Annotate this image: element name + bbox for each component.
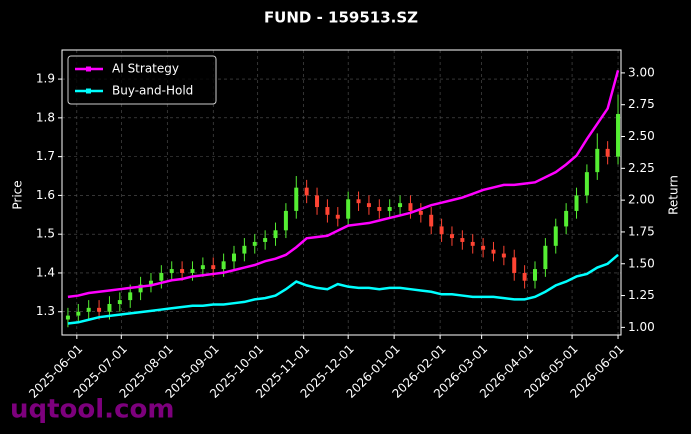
candle-body (325, 207, 330, 215)
candle-body (481, 245, 486, 250)
candle-body (283, 210, 288, 231)
candle-body (148, 280, 153, 285)
y2-tick-label: 1.75 (628, 224, 655, 238)
y2-tick-label: 2.50 (628, 129, 655, 143)
candle-body (304, 187, 309, 196)
legend: AI Strategy Buy-and-Hold (67, 55, 217, 105)
candle-body (616, 113, 621, 157)
candle-body (387, 207, 392, 211)
y-tick-label: 1.9 (36, 72, 55, 86)
legend-box (67, 55, 217, 105)
line-series (67, 70, 620, 299)
candle-body (522, 272, 527, 281)
candle-body (200, 265, 205, 270)
y2-tick-label: 3.00 (628, 65, 655, 79)
candle-body (86, 307, 91, 312)
y2-tick-label: 1.50 (628, 256, 655, 270)
y-tick-label: 1.4 (36, 265, 55, 279)
candle-body (449, 234, 454, 239)
legend-label: AI Strategy (112, 62, 179, 76)
candle-body (564, 210, 569, 227)
y2-tick-label: 1.25 (628, 288, 655, 302)
candle-body (221, 261, 226, 270)
candle-body (273, 230, 278, 239)
candle-body (263, 238, 268, 242)
y-axis-label: Price (11, 180, 25, 209)
y2-tick-label: 1.00 (628, 320, 655, 334)
candle-body (65, 315, 70, 320)
y-tick-label: 1.8 (36, 110, 55, 124)
candle-body (128, 292, 133, 301)
candle-body (190, 269, 195, 273)
candle-body (377, 207, 382, 211)
candle-body (346, 199, 351, 219)
candle-body (574, 195, 579, 211)
candle-body (512, 257, 517, 273)
candle-body (584, 172, 589, 196)
chart-title: FUND - 159513.SZ (264, 9, 418, 27)
candle-body (315, 195, 320, 208)
candle-body (398, 203, 403, 208)
candle-body (252, 241, 257, 246)
candle-body (169, 269, 174, 273)
legend-label: Buy-and-Hold (112, 84, 193, 98)
y-tick-label: 1.6 (36, 188, 55, 202)
line-series (67, 253, 619, 325)
candle-body (294, 187, 299, 211)
y2-tick-label: 2.25 (628, 161, 655, 175)
candle-body (533, 269, 537, 281)
candle-body (605, 148, 610, 157)
candle-body (418, 210, 423, 215)
candle-body (232, 253, 236, 262)
y-tick-label: 1.7 (36, 149, 55, 163)
candle-body (159, 272, 164, 281)
candle-body (107, 303, 112, 312)
candle-body (491, 249, 496, 254)
candle-body (242, 245, 247, 254)
candle-body (366, 203, 371, 208)
y2-axis-label: Return (667, 175, 681, 215)
legend-marker (86, 88, 91, 94)
candle-body (211, 265, 216, 270)
candle-body (180, 269, 185, 273)
y-tick-label: 1.5 (36, 227, 55, 241)
candle-body (117, 300, 122, 304)
legend-marker (86, 66, 91, 72)
candle-body (97, 307, 102, 312)
watermark: uqtool.com (10, 395, 174, 425)
candle-body (460, 238, 465, 242)
candle-body (335, 214, 340, 219)
candle-body (356, 199, 361, 204)
y-tick-label: 1.3 (36, 304, 55, 318)
candle-body (543, 245, 548, 270)
candle-body (76, 311, 81, 316)
candle-body (553, 226, 558, 246)
plot-frame (61, 49, 622, 336)
candle-body (439, 226, 444, 235)
candle-body (595, 148, 600, 173)
candle-body (429, 214, 434, 227)
candle-body (470, 241, 475, 246)
y2-tick-label: 2.75 (628, 97, 655, 111)
candle-body (408, 203, 413, 211)
y2-tick-label: 2.00 (628, 193, 655, 207)
candle-body (501, 253, 506, 258)
candle-body (138, 284, 143, 293)
